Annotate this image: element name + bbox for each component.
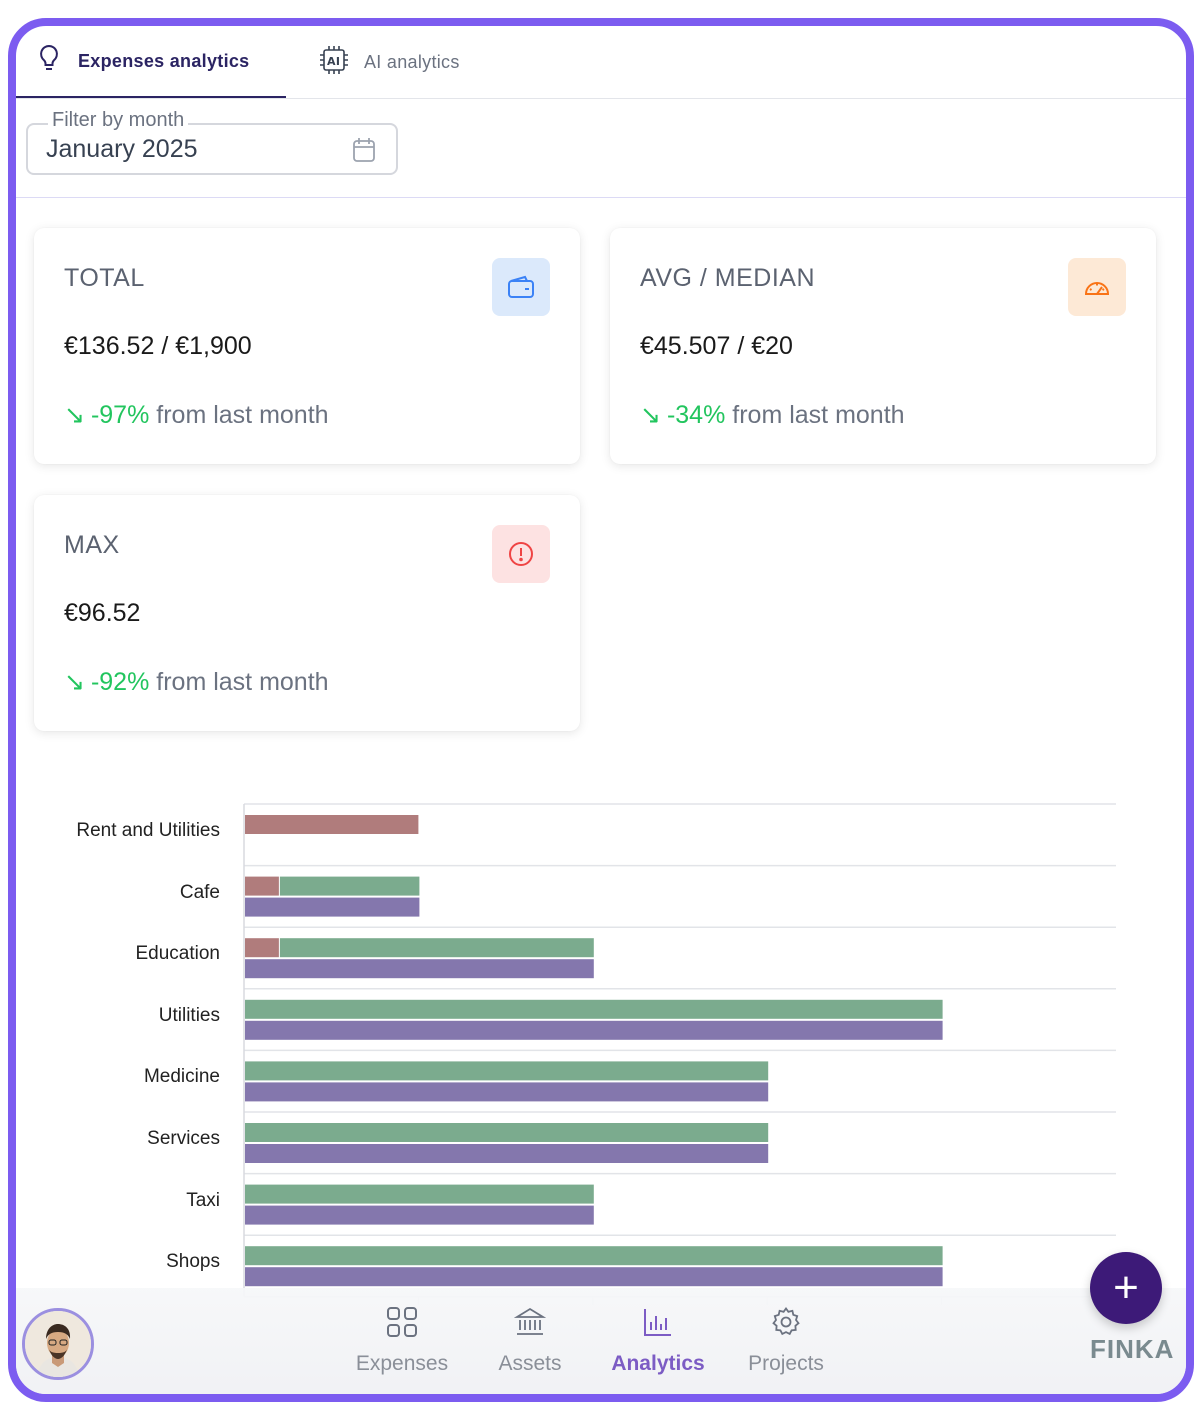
tab-bar: Expenses analytics AI AI analytics [16, 26, 1186, 99]
trend-text: from last month [149, 668, 329, 696]
card-title: TOTAL [64, 264, 145, 292]
filter-bar: Filter by month January 2025 [16, 99, 1186, 198]
category-label: Medicine [143, 1066, 220, 1088]
total-card: TOTAL €136.52 / €1,900 ↘ -97% from last m… [34, 228, 580, 464]
bottom-nav: Expenses Assets Analytics [16, 1288, 1186, 1394]
bank-icon [513, 1306, 547, 1344]
trend-text: from last month [149, 401, 329, 429]
bar-series-a [245, 876, 279, 896]
app-frame: Expenses analytics AI AI analytics Filte… [8, 18, 1194, 1402]
trend-text: from last month [725, 401, 905, 429]
tab-expenses-analytics[interactable]: Expenses analytics [16, 26, 286, 98]
trend-percent: -92% [90, 668, 150, 696]
category-label: Services [147, 1128, 220, 1149]
category-bar-chart: Rent and Utilities Cafe Education Utilities… [16, 756, 1166, 1316]
card-trend: ↘ -97% from last month [64, 400, 329, 430]
grid-icon [386, 1306, 418, 1344]
card-trend: ↘ -34% from last month [640, 400, 905, 430]
card-value: €136.52 / €1,900 [64, 332, 252, 360]
trend-down-icon: ↘ [640, 401, 661, 429]
nav-expenses-label: Expenses [355, 1352, 449, 1375]
nav-assets-label: Assets [498, 1352, 562, 1375]
bar-series-b [245, 1184, 594, 1204]
nav-expenses[interactable]: Expenses [342, 1306, 462, 1376]
gauge-icon [1068, 258, 1126, 316]
trend-down-icon: ↘ [64, 668, 85, 696]
category-label: Education [135, 943, 220, 965]
calendar-icon[interactable] [352, 137, 376, 168]
bar-series-c [245, 959, 594, 979]
bar-chart-icon [642, 1306, 674, 1344]
bar-series-c [245, 1144, 769, 1163]
bar-series-c [245, 1020, 943, 1040]
ai-chip-icon: AI [318, 44, 350, 81]
settings-icon [770, 1306, 802, 1344]
card-value: €45.507 / €20 [640, 332, 793, 360]
category-label: Taxi [186, 1189, 220, 1211]
wallet-icon [492, 258, 550, 316]
bar-series-b [279, 876, 420, 896]
trend-down-icon: ↘ [64, 401, 85, 429]
avatar[interactable] [22, 1308, 94, 1380]
bar-series-b [245, 999, 943, 1019]
nav-projects-label: Projects [748, 1352, 824, 1375]
card-title: MAX [64, 531, 120, 559]
filter-value: January 2025 [46, 135, 198, 163]
month-filter[interactable]: Filter by month January 2025 [26, 109, 398, 175]
add-button[interactable]: + [1090, 1252, 1162, 1324]
max-card: MAX €96.52 ↘ -92% from last month [34, 495, 580, 731]
nav-projects[interactable]: Projects [726, 1306, 846, 1376]
alert-circle-icon [492, 525, 550, 583]
avg-median-card: AVG / MEDIAN €45.507 / €20 ↘ -34% from la… [610, 228, 1156, 464]
category-label: Cafe [179, 881, 220, 903]
category-label: Utilities [158, 1004, 220, 1026]
tab-ai-analytics[interactable]: AI AI analytics [318, 26, 460, 98]
card-title: AVG / MEDIAN [640, 264, 816, 292]
card-value: €96.52 [64, 599, 141, 627]
tab-expenses-label: Expenses analytics [78, 50, 250, 71]
bar-series-c [245, 1267, 943, 1287]
bar-series-c [245, 897, 420, 917]
bar-series-b [245, 1123, 769, 1142]
category-label: Shops [166, 1251, 220, 1273]
bar-series-a [245, 938, 279, 958]
lightbulb-icon [38, 44, 60, 79]
bar-series-b [279, 938, 594, 958]
filter-label: Filter by month [48, 109, 189, 132]
category-label: Rent and Utilities [76, 820, 220, 841]
tab-ai-label: AI analytics [364, 51, 460, 72]
nav-analytics-label: Analytics [611, 1352, 705, 1375]
card-trend: ↘ -92% from last month [64, 667, 329, 697]
nav-analytics[interactable]: Analytics [598, 1306, 718, 1376]
brand-logo: FINKA [1090, 1334, 1175, 1364]
bar-series-a [245, 815, 419, 834]
svg-text:AI: AI [327, 55, 340, 68]
trend-percent: -34% [666, 401, 726, 429]
bar-series-c [245, 1082, 769, 1102]
bar-series-b [245, 1246, 943, 1266]
nav-assets[interactable]: Assets [470, 1306, 590, 1376]
trend-percent: -97% [90, 401, 150, 429]
bar-series-c [245, 1205, 594, 1225]
bar-series-b [245, 1061, 769, 1081]
